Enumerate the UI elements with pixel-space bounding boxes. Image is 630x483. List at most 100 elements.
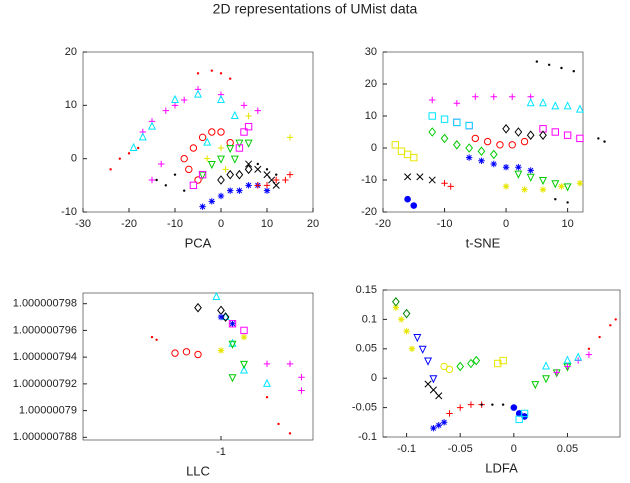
y-tick-label: 10	[65, 99, 77, 111]
point	[226, 138, 234, 147]
point	[208, 198, 215, 205]
point	[547, 63, 551, 66]
point	[256, 162, 259, 166]
point	[575, 104, 584, 113]
point	[560, 66, 563, 70]
point	[226, 169, 235, 180]
point	[542, 375, 551, 384]
point	[282, 176, 289, 184]
point	[245, 182, 252, 189]
point	[127, 152, 131, 155]
point	[572, 70, 575, 73]
y-tick-label: 0	[371, 372, 377, 384]
point	[180, 154, 188, 163]
x-tick-label: -20	[375, 218, 391, 230]
point	[397, 147, 406, 155]
point	[428, 127, 437, 137]
point	[204, 155, 211, 162]
point	[490, 93, 497, 100]
point	[275, 173, 278, 176]
point	[526, 130, 535, 141]
point	[554, 198, 557, 201]
point	[499, 356, 507, 365]
point	[597, 137, 600, 140]
point	[198, 170, 207, 179]
point	[551, 180, 560, 189]
x-tick-label: -0.1	[397, 443, 416, 455]
point	[244, 164, 253, 175]
point	[217, 175, 225, 185]
point	[194, 302, 202, 313]
point	[551, 101, 560, 110]
x-tick-label: 0	[218, 218, 224, 230]
point	[263, 360, 271, 368]
point	[196, 72, 200, 75]
point	[230, 110, 239, 119]
point	[429, 375, 438, 384]
point	[483, 137, 492, 146]
point	[219, 72, 223, 75]
point	[410, 153, 418, 162]
point	[563, 131, 572, 139]
x-axis-label: PCA	[185, 235, 212, 250]
point	[521, 186, 528, 193]
point	[150, 335, 154, 339]
point	[440, 115, 449, 123]
y-tick-label: -10	[361, 174, 377, 186]
point	[403, 327, 410, 335]
point	[603, 140, 606, 143]
point	[456, 361, 465, 372]
point	[189, 181, 198, 190]
point	[216, 155, 226, 164]
x-tick-label: -30	[75, 218, 91, 230]
point	[467, 401, 475, 408]
point	[118, 157, 122, 160]
point	[576, 180, 584, 187]
point	[221, 312, 230, 322]
y-tick-label: -20	[361, 206, 377, 218]
point	[553, 369, 560, 376]
point	[428, 112, 436, 120]
y-tick-label: 1.000000788	[13, 431, 77, 443]
point	[551, 128, 560, 136]
point	[424, 357, 433, 366]
point	[217, 305, 225, 316]
y-tick-label: 0	[71, 153, 77, 165]
point	[193, 89, 203, 98]
point	[502, 183, 510, 190]
point	[217, 128, 225, 136]
point	[410, 202, 418, 209]
point	[228, 338, 237, 347]
point	[198, 171, 207, 180]
point	[538, 177, 548, 186]
point	[404, 173, 412, 181]
point	[435, 392, 443, 400]
point	[181, 96, 188, 104]
x-tick-label: 10	[261, 218, 273, 230]
point	[208, 128, 216, 136]
y-tick-label: 1.000000794	[13, 351, 77, 363]
point	[212, 291, 221, 301]
point	[478, 157, 485, 164]
axes-box	[382, 289, 621, 438]
point	[217, 144, 225, 152]
point	[501, 403, 505, 406]
point	[277, 422, 280, 426]
x-tick-label: -0.05	[448, 443, 473, 455]
point	[598, 335, 601, 339]
point	[244, 139, 253, 148]
point	[538, 98, 548, 107]
point	[240, 333, 248, 341]
axes-box	[82, 292, 314, 441]
point	[240, 128, 248, 136]
point	[254, 107, 261, 114]
point	[413, 334, 422, 343]
y-tick-label: 1.000000792	[13, 378, 77, 390]
point	[164, 184, 167, 187]
point	[254, 165, 262, 173]
point	[217, 313, 225, 321]
point	[446, 410, 453, 417]
point	[526, 173, 535, 182]
x-tick-label: -20	[121, 218, 137, 230]
